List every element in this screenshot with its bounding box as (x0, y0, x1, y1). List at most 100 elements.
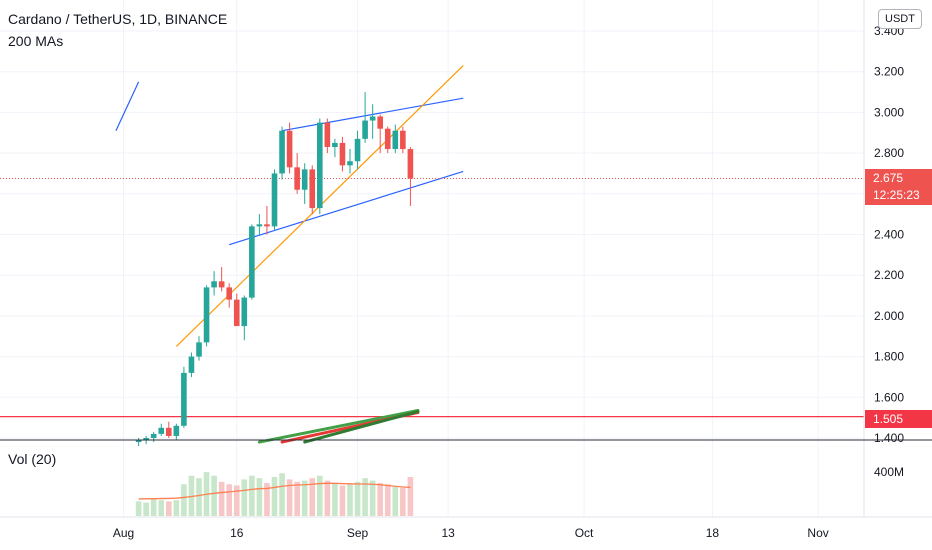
volume-bar (249, 475, 255, 516)
candle-body (150, 433, 157, 438)
volume-bar (332, 483, 338, 516)
volume-tick-label: 400M (874, 465, 904, 479)
last-price-value: 2.675 (873, 171, 904, 185)
candle-body (317, 122, 323, 209)
volume-bar (347, 484, 353, 516)
volume-bar (218, 481, 225, 516)
volume-bar (407, 476, 414, 516)
candle-body (324, 122, 331, 147)
candle-body (218, 281, 225, 288)
time-tick-label: Sep (347, 526, 369, 540)
volume-bar (279, 473, 285, 516)
price-tick-label: 2.000 (874, 309, 904, 323)
time-tick-label: Oct (575, 526, 594, 540)
volume-bar (166, 501, 172, 516)
volume-ma-line (138, 482, 411, 500)
candle-body (332, 142, 338, 147)
candles (135, 92, 414, 447)
volume-bar (286, 479, 293, 516)
candle-body (249, 226, 255, 298)
volume-bars (135, 472, 414, 516)
candle-body (188, 356, 195, 373)
chart-title: Cardano / TetherUS, 1D, BINANCE (8, 11, 228, 27)
candle-body (203, 287, 210, 343)
candle-body (362, 120, 368, 139)
trendline-partial-top-left (115, 81, 140, 131)
volume-bar (392, 486, 399, 516)
candle-body (158, 427, 165, 434)
volume-bar (384, 484, 391, 516)
price-tick-label: 2.400 (874, 228, 904, 242)
time-tick-label: 13 (441, 526, 455, 540)
volume-bar (301, 480, 308, 516)
volume-bar (143, 502, 149, 516)
candle-body (271, 173, 278, 227)
volume-bar (135, 501, 142, 516)
volume-bar (264, 483, 270, 516)
horizontal-line-price-tag: 1.505 (865, 410, 932, 428)
volume-bar (241, 479, 248, 516)
volume-bar (377, 483, 383, 516)
volume-bar (196, 478, 202, 516)
moving-average-line (303, 410, 420, 444)
candle-body (309, 169, 316, 209)
axes: 3.4003.2003.0002.8002.6002.4002.2002.000… (113, 24, 905, 540)
volume-bar (211, 475, 217, 516)
candle-body (407, 149, 414, 179)
volume-bar (158, 500, 165, 516)
candle-body (196, 342, 202, 357)
price-tick-label: 1.400 (874, 431, 904, 445)
candle-body (233, 299, 240, 327)
volume-bar (354, 481, 361, 516)
moving-averages (257, 409, 420, 444)
volume-bar (369, 480, 376, 516)
trendline-channel-lower (229, 170, 464, 246)
time-tick-label: 18 (706, 526, 720, 540)
volume-bar (226, 484, 232, 516)
volume-bar (324, 480, 331, 516)
candle-body (369, 116, 376, 121)
candle-body (173, 425, 180, 436)
candle-body (211, 281, 217, 288)
volume-bar (317, 475, 323, 516)
price-tick-label: 2.800 (874, 146, 904, 160)
price-tick-label: 3.000 (874, 105, 904, 119)
volume-bar (339, 485, 346, 516)
volume-label[interactable]: Vol (20) (8, 451, 57, 467)
volume-bar (256, 478, 263, 516)
volume-bar (309, 478, 316, 516)
candle-body (347, 161, 353, 166)
volume-bar (362, 478, 368, 516)
volume-bar (294, 481, 300, 516)
candle-body (377, 116, 383, 129)
volume-bar (150, 498, 157, 516)
moving-average-line (257, 409, 420, 444)
currency-button[interactable]: USDT (878, 9, 922, 29)
candle-body (294, 167, 300, 190)
volume-bar (173, 500, 180, 516)
time-tick-label: Aug (113, 526, 134, 540)
candle-body (241, 297, 248, 327)
price-tick-label: 3.200 (874, 65, 904, 79)
price-tick-label: 2.200 (874, 268, 904, 282)
last-price-tag: 2.675 12:25:23 (865, 169, 932, 205)
volume-bar (233, 485, 240, 516)
candle-body (301, 169, 308, 190)
candle-body (256, 224, 263, 227)
volume-bar (181, 484, 187, 516)
candle-body (384, 128, 391, 150)
time-tick-label: Nov (807, 526, 828, 540)
candle-body (279, 130, 285, 174)
bar-countdown: 12:25:23 (873, 188, 920, 202)
indicator-label[interactable]: 200 MAs (8, 33, 64, 49)
volume-bar (400, 487, 406, 516)
candle-body (135, 440, 142, 443)
candle-body (339, 142, 346, 166)
volume-bar (271, 476, 278, 516)
candle-body (392, 130, 399, 150)
candle-body (400, 130, 406, 150)
candle-body (181, 372, 187, 426)
price-tick-label: 1.800 (874, 350, 904, 364)
candle-body (354, 138, 361, 162)
